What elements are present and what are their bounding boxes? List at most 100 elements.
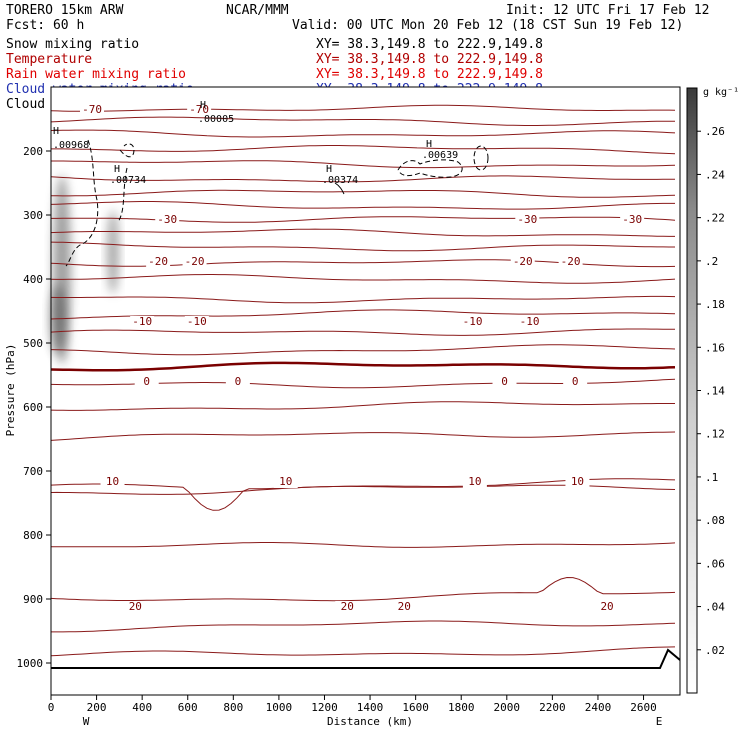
y-tick-label: 600 [23, 401, 43, 414]
contour-label-bg [620, 214, 645, 226]
contour-label: -30 [517, 213, 537, 226]
x-tick-label: 2600 [630, 701, 657, 714]
init-time: Init: 12 UTC Fri 17 Feb 12 [506, 3, 710, 18]
contour-label: 0 [572, 375, 579, 388]
contour-label: 10 [279, 475, 292, 488]
contour-label: -10 [520, 315, 540, 328]
valid-time: Valid: 00 UTC Mon 20 Feb 12 (18 CST Sun … [292, 18, 683, 33]
y-tick-label: 500 [23, 337, 43, 350]
model-title: TORERO 15km ARW [6, 3, 124, 18]
high-value: .00374 [322, 175, 358, 186]
isotherm-line [50, 401, 675, 411]
y-tick-label: 400 [23, 273, 43, 286]
isotherm-line [50, 201, 675, 210]
contour-label: -10 [132, 315, 152, 328]
isotherm-line [50, 189, 676, 198]
colorbar-tick-label: .04 [705, 601, 725, 614]
contour-label-bg [558, 256, 583, 268]
x-tick-label: 1200 [311, 701, 338, 714]
contour-label-bg [155, 214, 180, 226]
contour-label-bg [515, 214, 540, 226]
isotherm-line [50, 309, 676, 320]
contour-label-bg [225, 376, 250, 388]
contour-label: 10 [468, 475, 481, 488]
colorbar-tick-label: .2 [705, 255, 718, 268]
contour-label-bg [492, 376, 517, 388]
contour-label-bg [123, 601, 148, 613]
contour-label-bg [100, 476, 125, 488]
y-tick-label: 300 [23, 209, 43, 222]
contour-label-bg [517, 316, 542, 328]
isotherm-line [50, 576, 676, 602]
contour-label: 10 [571, 475, 584, 488]
field-xy: XY= 38.3,149.8 to 222.9,149.8 [316, 67, 543, 82]
isotherm-line [51, 216, 676, 223]
field-name: Snow mixing ratio [6, 37, 139, 52]
contour-label: -20 [148, 255, 168, 268]
isotherm-line [50, 295, 676, 304]
x-tick-label: 400 [132, 701, 152, 714]
contour-label: -20 [561, 255, 581, 268]
isotherm-line [50, 646, 676, 657]
x-tick-label: 2200 [539, 701, 566, 714]
contour-label: -30 [157, 213, 177, 226]
x-axis-title: Distance (km) [327, 715, 413, 728]
contour-label-bg [130, 316, 155, 328]
isotherm-line [51, 542, 676, 548]
colorbar-tick-label: .16 [705, 341, 725, 354]
colorbar-tick-label: .1 [705, 471, 718, 484]
contour-label: -70 [82, 103, 102, 116]
y-tick-label: 700 [23, 465, 43, 478]
field-name: Rain water mixing ratio [6, 67, 186, 82]
colorbar-tick-label: .06 [705, 557, 725, 570]
contour-label: 20 [129, 600, 142, 613]
high-marker: H [326, 164, 332, 175]
plot-area: -70 -70 -30 -30 -30 -20 -20 -20 -20 -10 -10 -10 -10 0… [17, 86, 681, 714]
x-tick-label: 1400 [357, 701, 384, 714]
contour-label-bg [335, 601, 360, 613]
isotherm-line [50, 129, 676, 138]
isotherm-line [50, 241, 675, 252]
contour-label: 0 [143, 375, 150, 388]
contour-label-bg [392, 601, 417, 613]
contour-labels: -70 -70 -30 -30 -30 -20 -20 -20 -20 -10 -10 -10 -10 0… [80, 103, 645, 613]
contour-label: -70 [189, 103, 209, 116]
isotherm-line [50, 175, 676, 183]
colorbar-tick-label: .18 [705, 298, 725, 311]
contour-label-bg [184, 316, 209, 328]
x-tick-label: 0 [48, 701, 55, 714]
y-axis-title: Pressure (hPa) [4, 344, 17, 437]
x-tick-label: 1800 [448, 701, 475, 714]
header: TORERO 15km ARW NCAR/MMM Init: 12 UTC Fr… [6, 3, 710, 33]
contour-label: -10 [463, 315, 483, 328]
high-value: .00005 [198, 114, 234, 125]
y-tick-label: 900 [23, 593, 43, 606]
x-tick-label: 2000 [494, 701, 521, 714]
high-marker: H [53, 126, 59, 137]
x-tick-label: 200 [87, 701, 107, 714]
isotherm-line [50, 361, 676, 372]
colorbar-tick-label: .14 [705, 385, 725, 398]
plot-frame [50, 86, 681, 696]
contour-label: 20 [398, 600, 411, 613]
high-value: .00734 [110, 175, 146, 186]
contour-label-bg [146, 256, 171, 268]
cloud-ice-contours [65, 139, 489, 267]
contour-label: 0 [235, 375, 242, 388]
y-tick-label: 800 [23, 529, 43, 542]
contour-label-bg [462, 476, 487, 488]
x-tick-label: 1600 [402, 701, 429, 714]
isotherm-line [51, 160, 676, 169]
y-tick-label: 200 [23, 145, 43, 158]
forecast-hour: Fcst: 60 h [6, 18, 84, 33]
org-title: NCAR/MMM [226, 3, 289, 18]
field-name: Temperature [6, 52, 92, 67]
contour-label: 0 [501, 375, 508, 388]
isotherm-line [50, 104, 676, 112]
isotherm-line [51, 145, 676, 155]
isotherm-line [50, 116, 675, 126]
contour-label-bg [565, 476, 590, 488]
colorbar-tick-label: .08 [705, 514, 725, 527]
ground-surface [51, 648, 681, 669]
